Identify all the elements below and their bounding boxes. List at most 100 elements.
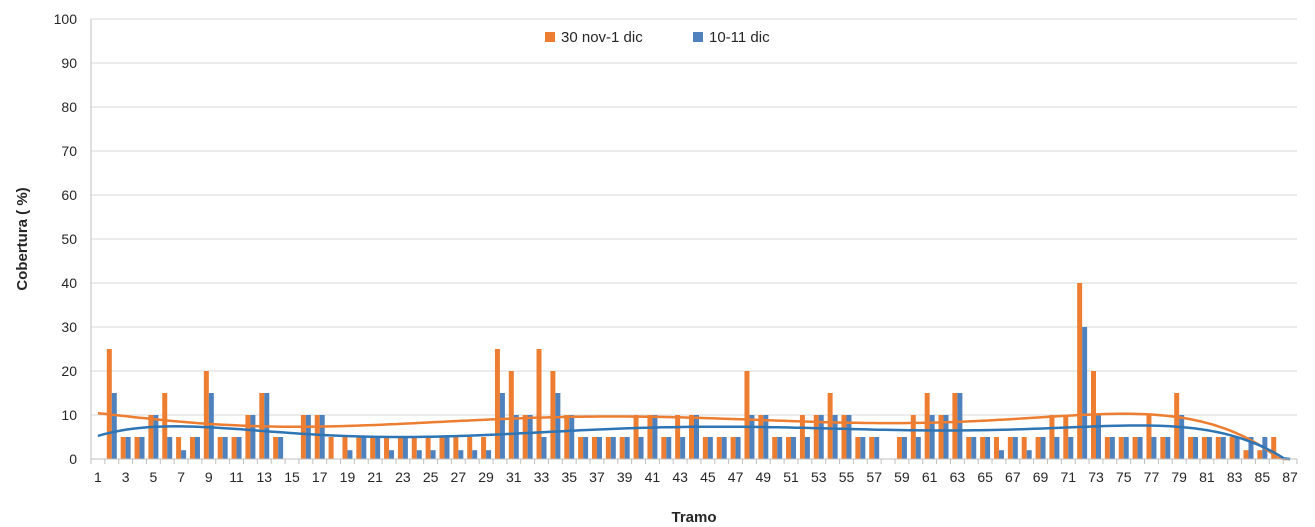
x-tick-label: 71 (1060, 469, 1076, 485)
bar-nov-9 (203, 371, 209, 459)
bar-dic-40 (638, 437, 644, 459)
bar-dic-22 (389, 450, 395, 459)
bar-nov-11 (231, 437, 237, 459)
x-tick-label: 87 (1282, 469, 1298, 485)
x-tick-label: 75 (1116, 469, 1132, 485)
bar-dic-51 (791, 437, 797, 459)
x-tick-label: 13 (256, 469, 272, 485)
x-tick-label: 31 (506, 469, 522, 485)
x-tick-labels: 1 3 5 7 9 11 13 15 17 19 21 23 25 27 29 31 33 35 37 39 41 43 4… (94, 469, 1298, 485)
bar-nov-36 (578, 437, 584, 459)
bar-dic-78 (1165, 437, 1171, 459)
x-axis-title: Tramo (671, 509, 716, 526)
bar-dic-23 (402, 437, 408, 459)
bar-dic-37 (596, 437, 602, 459)
bar-nov-34 (550, 371, 556, 459)
bar-nov-55 (841, 415, 847, 459)
bar-dic-33 (541, 437, 547, 459)
bar-nov-86 (1271, 437, 1277, 459)
bar-dic-67 (1012, 437, 1018, 459)
bar-dic-6 (167, 437, 173, 459)
bar-nov-60 (910, 415, 916, 459)
bar-dic-60 (915, 437, 921, 459)
bar-nov-84 (1243, 450, 1249, 459)
bar-nov-22 (384, 437, 390, 459)
bar-nov-47 (730, 437, 736, 459)
bar-dic-3 (125, 437, 131, 459)
bar-nov-76 (1132, 437, 1138, 459)
bar-nov-24 (411, 437, 417, 459)
axes (90, 19, 1298, 464)
x-tick-label: 83 (1227, 469, 1243, 485)
bar-nov-70 (1049, 415, 1055, 459)
y-tick-labels: 0 10 20 30 40 50 60 70 80 90 100 (54, 11, 78, 467)
bar-dic-53 (818, 415, 824, 459)
bar-nov-8 (189, 437, 195, 459)
bar-dic-7 (181, 450, 187, 459)
bar-dic-48 (749, 415, 755, 459)
bar-dic-72 (1082, 327, 1088, 459)
bar-nov-33 (536, 349, 542, 459)
x-tick-label: 37 (589, 469, 605, 485)
bar-nov-23 (397, 437, 403, 459)
bar-dic-21 (375, 437, 381, 459)
bar-nov-71 (1063, 415, 1069, 459)
bar-nov-85 (1257, 450, 1263, 459)
bar-nov-18 (328, 437, 334, 459)
bar-nov-31 (508, 371, 514, 459)
x-tick-label: 53 (811, 469, 827, 485)
bar-nov-26 (439, 437, 445, 459)
trendlines (97, 411, 1291, 461)
x-tick-label: 51 (783, 469, 799, 485)
bar-nov-32 (522, 415, 528, 459)
y-tick-label: 70 (61, 143, 77, 159)
bar-dic-12 (250, 415, 256, 459)
x-tick-label: 85 (1255, 469, 1271, 485)
x-tick-label: 55 (839, 469, 855, 485)
bar-dic-80 (1193, 437, 1199, 459)
bar-dic-10 (222, 437, 228, 459)
bar-nov-83 (1229, 437, 1235, 459)
x-tick-label: 61 (922, 469, 938, 485)
bar-dic-43 (680, 437, 686, 459)
bar-nov-52 (799, 415, 805, 459)
bar-nov-42 (661, 437, 667, 459)
legend: 30 nov-1 dic 10-11 dic (545, 29, 770, 46)
bar-nov-80 (1188, 437, 1194, 459)
bar-dic-44 (694, 415, 699, 459)
x-tick-label: 79 (1171, 469, 1187, 485)
bar-nov-50 (772, 437, 778, 459)
x-tick-label: 9 (205, 469, 213, 485)
bar-dic-49 (763, 415, 769, 459)
bar-dic-29 (486, 450, 492, 459)
x-tick-label: 17 (312, 469, 328, 485)
bar-dic-68 (1026, 450, 1032, 459)
bar-dic-75 (1123, 437, 1129, 459)
y-tick-label: 100 (54, 11, 78, 27)
bar-dic-14 (278, 437, 284, 459)
bar-nov-66 (993, 437, 999, 459)
x-tick-label: 73 (1088, 469, 1104, 485)
legend-swatch-0 (545, 32, 555, 42)
bar-dic-74 (1109, 437, 1115, 459)
bar-dic-42 (666, 437, 672, 459)
x-tick-label: 33 (534, 469, 550, 485)
bar-dic-62 (943, 415, 949, 459)
bar-nov-74 (1104, 437, 1110, 459)
bar-nov-48 (744, 371, 750, 459)
x-tick-label: 27 (451, 469, 467, 485)
x-tick-label: 77 (1144, 469, 1160, 485)
bar-nov-17 (314, 415, 320, 459)
bar-dic-4 (139, 437, 145, 459)
bar-dic-45 (707, 437, 713, 459)
bar-nov-61 (924, 393, 930, 459)
bar-dic-31 (513, 415, 519, 459)
bar-nov-57 (869, 437, 875, 459)
y-tick-label: 40 (61, 275, 77, 291)
legend-label-1: 10-11 dic (709, 29, 770, 46)
x-tick-label: 5 (149, 469, 157, 485)
bar-dic-63 (957, 393, 963, 459)
bar-nov-16 (300, 415, 306, 459)
bar-nov-20 (356, 437, 362, 459)
